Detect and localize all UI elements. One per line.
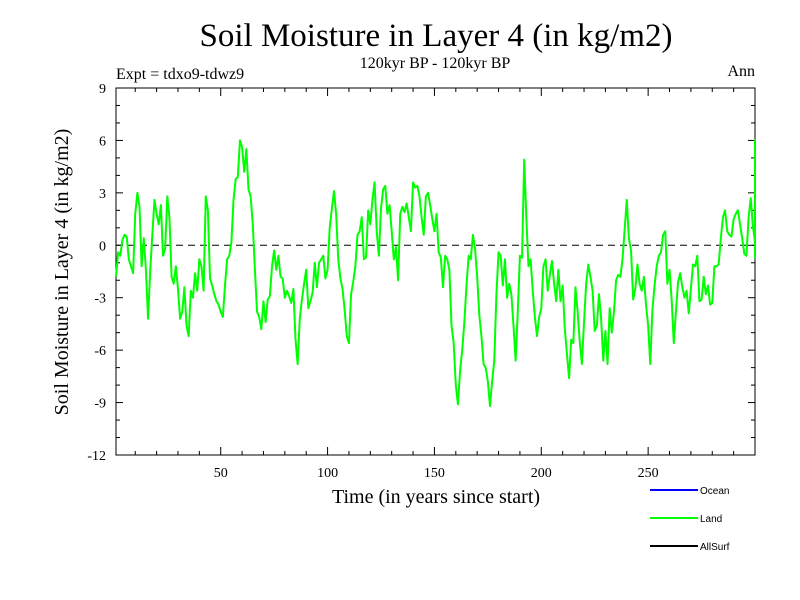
y-tick-label: 3 bbox=[99, 187, 106, 202]
plot-area bbox=[115, 87, 756, 456]
y-tick-label: -6 bbox=[94, 344, 106, 359]
y-tick-label: 9 bbox=[99, 82, 106, 97]
x-tick-label: 50 bbox=[214, 466, 228, 481]
x-tick-label: 250 bbox=[638, 466, 659, 481]
x-tick-label: 150 bbox=[424, 466, 445, 481]
chart-subtitle: 120kyr BP - 120kyr BP bbox=[360, 55, 511, 72]
y-tick-label: -3 bbox=[94, 292, 106, 307]
season-label: Ann bbox=[727, 63, 755, 80]
chart-title: Soil Moisture in Layer 4 (in kg/m2) bbox=[200, 18, 673, 54]
legend-label-allsurf: AllSurf bbox=[700, 542, 730, 553]
y-tick-label: -9 bbox=[94, 397, 106, 412]
x-tick-label: 200 bbox=[531, 466, 552, 481]
legend-label-ocean: Ocean bbox=[700, 486, 729, 497]
legend: Ocean Land AllSurf bbox=[650, 486, 730, 553]
y-axis: 9 6 3 0 -3 -6 -9 -12 bbox=[87, 82, 755, 464]
x-axis-label: Time (in years since start) bbox=[332, 486, 540, 508]
x-tick-label: 100 bbox=[317, 466, 338, 481]
experiment-label: Expt = tdxo9-tdwz9 bbox=[116, 66, 244, 83]
legend-label-land: Land bbox=[700, 514, 722, 525]
y-tick-label: 0 bbox=[99, 239, 106, 254]
x-axis: 50 100 150 200 250 bbox=[134, 88, 735, 481]
y-axis-label: Soil Moisture in Layer 4 (in kg/m2) bbox=[51, 129, 73, 416]
series-line-land bbox=[115, 139, 756, 408]
y-tick-label: 6 bbox=[99, 134, 106, 149]
y-tick-label: -12 bbox=[87, 449, 106, 464]
